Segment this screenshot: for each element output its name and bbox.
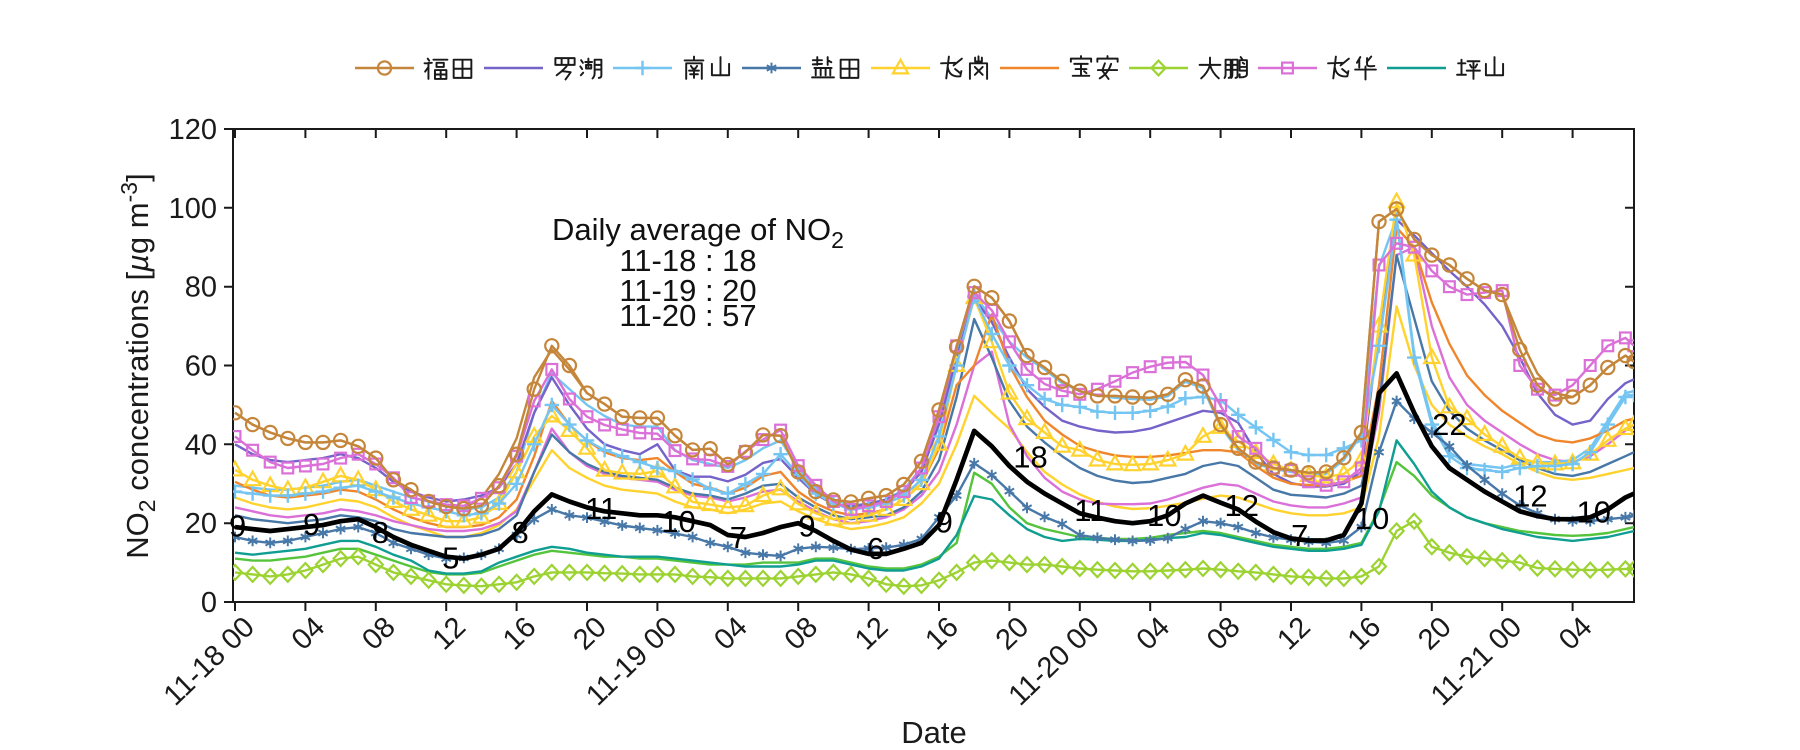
svg-text:9: 9 — [303, 507, 320, 542]
svg-text:20: 20 — [185, 508, 217, 540]
svg-text:9: 9 — [229, 509, 246, 544]
svg-text:Daily average of NO2: Daily average of NO2 — [552, 212, 844, 253]
svg-text:7: 7 — [730, 520, 747, 555]
svg-text:10: 10 — [1355, 501, 1389, 536]
svg-text:12: 12 — [1224, 488, 1258, 523]
svg-text:22: 22 — [1432, 407, 1466, 442]
svg-text:8: 8 — [511, 515, 528, 550]
svg-text:120: 120 — [169, 114, 217, 146]
svg-text:5: 5 — [442, 541, 459, 576]
svg-text:7: 7 — [1291, 518, 1308, 553]
svg-text:100: 100 — [169, 193, 217, 225]
svg-text:60: 60 — [185, 351, 217, 383]
svg-text:9: 9 — [936, 505, 953, 540]
svg-text:40: 40 — [185, 429, 217, 461]
svg-text:11-18 : 18: 11-18 : 18 — [619, 243, 756, 278]
svg-text:NO2 concentrations [µg m-3]: NO2 concentrations [µg m-3] — [116, 173, 160, 558]
svg-text:0: 0 — [201, 587, 217, 619]
svg-text:10: 10 — [1147, 498, 1181, 533]
svg-text:9: 9 — [798, 509, 815, 544]
svg-text:Date: Date — [901, 715, 966, 750]
svg-text:80: 80 — [185, 272, 217, 304]
svg-text:11-19 : 20: 11-19 : 20 — [619, 273, 756, 308]
svg-text:11: 11 — [585, 491, 617, 526]
svg-text:18: 18 — [1013, 440, 1047, 475]
svg-text:11: 11 — [1074, 493, 1106, 528]
svg-text:10: 10 — [661, 504, 695, 539]
svg-text:8: 8 — [372, 515, 389, 550]
svg-text:11-20 : 57: 11-20 : 57 — [619, 298, 756, 333]
svg-text:10: 10 — [1576, 494, 1610, 529]
svg-text:12: 12 — [1513, 479, 1547, 514]
svg-text:6: 6 — [867, 531, 884, 566]
